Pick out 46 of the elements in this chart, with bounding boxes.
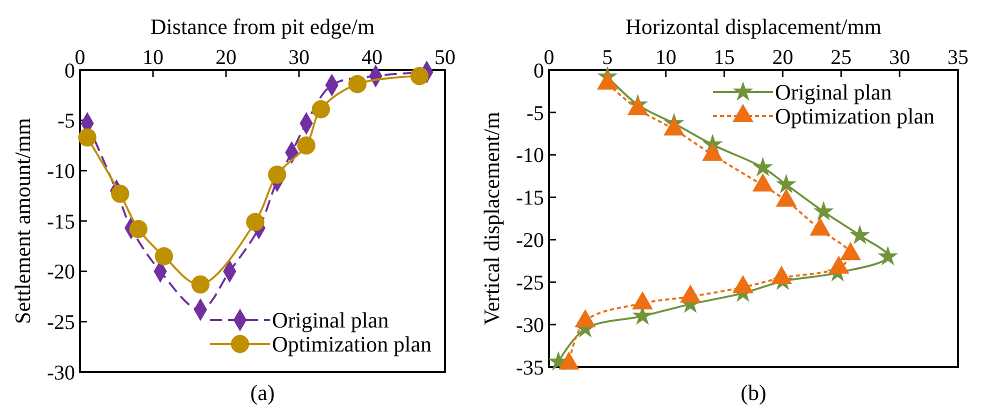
y-tick-label: -5 <box>58 108 75 133</box>
point <box>410 66 429 86</box>
y-tick-label: -25 <box>47 310 75 334</box>
point <box>268 166 286 184</box>
point <box>129 220 148 238</box>
point <box>312 100 330 118</box>
y-tick-label: -30 <box>516 312 544 337</box>
y-axis-title: Settlement amount/mm <box>10 118 35 324</box>
y-tick-label: -35 <box>516 355 544 380</box>
x-tick-label: 5 <box>602 45 613 69</box>
x-tick-label: 30 <box>288 45 310 69</box>
point <box>154 247 174 266</box>
x-tick-label: 20 <box>772 45 794 69</box>
y-tick-label: -5 <box>526 100 544 125</box>
x-tick-label: 25 <box>830 45 852 69</box>
legend-label: Original plan <box>272 308 389 333</box>
text: (b) <box>740 380 766 405</box>
x-tick-label: 30 <box>889 45 910 69</box>
legend-label: Original plan <box>775 80 892 105</box>
text: (a) <box>250 380 275 405</box>
y-tick-label: -20 <box>47 260 75 284</box>
point <box>78 128 96 147</box>
y-tick-label: -25 <box>516 270 544 294</box>
legend-label: Optimization plan <box>775 104 934 129</box>
x-tick-label: 40 <box>362 45 382 69</box>
x-tick-label: 20 <box>216 45 236 69</box>
x-tick-label: 15 <box>714 45 735 69</box>
x-tick-label: 35 <box>948 45 968 69</box>
y-tick-label: -10 <box>516 143 544 168</box>
x-axis-title: Horizontal displacement/mm <box>626 14 882 39</box>
y-tick-label: -15 <box>47 209 75 234</box>
point <box>246 212 264 232</box>
x-tick-label: 50 <box>434 45 456 69</box>
x-tick-label: 10 <box>142 45 164 69</box>
y-tick-label: -15 <box>516 186 544 210</box>
point <box>348 75 366 94</box>
y-axis-title: Vertical displacement/m <box>479 112 504 326</box>
x-tick-label: 10 <box>655 45 676 69</box>
legend-label: Optimization plan <box>272 332 432 357</box>
point <box>191 275 210 294</box>
point <box>297 136 316 155</box>
y-tick-label: -10 <box>47 159 75 184</box>
point <box>111 184 130 203</box>
y-tick-label: -30 <box>47 360 75 384</box>
y-tick-label: -20 <box>516 228 544 252</box>
x-axis-title: Distance from pit edge/m <box>150 14 375 39</box>
